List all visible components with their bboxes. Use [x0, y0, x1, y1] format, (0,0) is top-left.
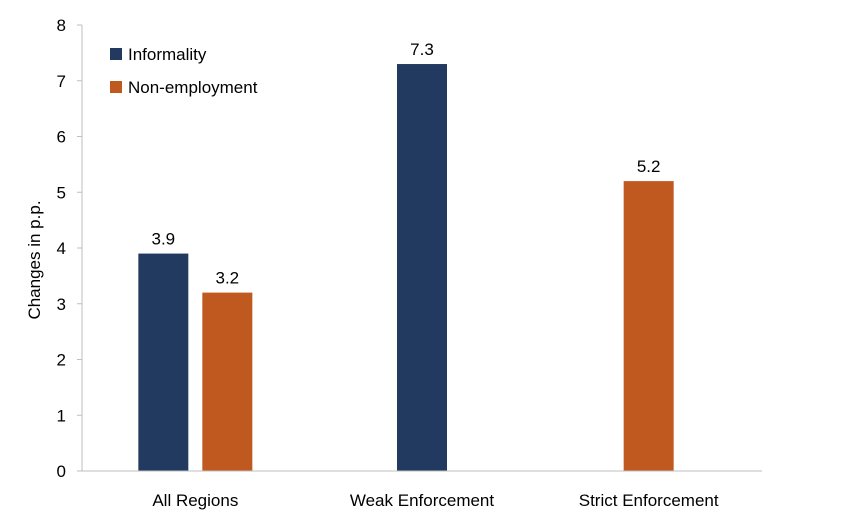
- legend: Informality Non-employment: [110, 45, 258, 97]
- bar-informality-all-regions: [138, 253, 189, 471]
- y-tick-label: 8: [57, 16, 66, 35]
- bar-informality-weak-enforcement: [397, 64, 447, 472]
- y-tick-label: 0: [57, 462, 66, 481]
- legend-swatch: [110, 48, 122, 60]
- x-category-label: All Regions: [152, 491, 238, 510]
- data-label: 5.2: [637, 157, 661, 176]
- data-label: 3.9: [152, 230, 176, 249]
- legend-label: Non-employment: [128, 78, 258, 97]
- data-label: 3.2: [216, 269, 240, 288]
- y-tick-label: 2: [57, 351, 66, 370]
- x-category-label: Strict Enforcement: [579, 491, 719, 510]
- bar-non-employment-all-regions: [202, 292, 253, 471]
- legend-label: Informality: [128, 45, 207, 64]
- legend-swatch: [110, 81, 122, 93]
- x-category-label: Weak Enforcement: [350, 491, 495, 510]
- data-labels: 3.9 3.2 7.3 5.2: [152, 40, 661, 288]
- y-tick-label: 5: [57, 183, 66, 202]
- y-tick-label: 1: [57, 406, 66, 425]
- data-label: 7.3: [410, 40, 434, 59]
- y-tick-label: 6: [57, 128, 66, 147]
- bars: [138, 64, 674, 472]
- y-tick-label: 4: [57, 239, 66, 258]
- y-tick-label: 7: [57, 72, 66, 91]
- y-tick-label: 3: [57, 295, 66, 314]
- y-axis-title: Changes in p.p.: [25, 200, 44, 319]
- bar-non-employment-strict-enforcement: [623, 181, 674, 471]
- y-axis-ticks: 0 1 2 3 4 5 6 7 8: [57, 16, 82, 481]
- x-axis-categories: All Regions Weak Enforcement Strict Enforc…: [152, 491, 719, 510]
